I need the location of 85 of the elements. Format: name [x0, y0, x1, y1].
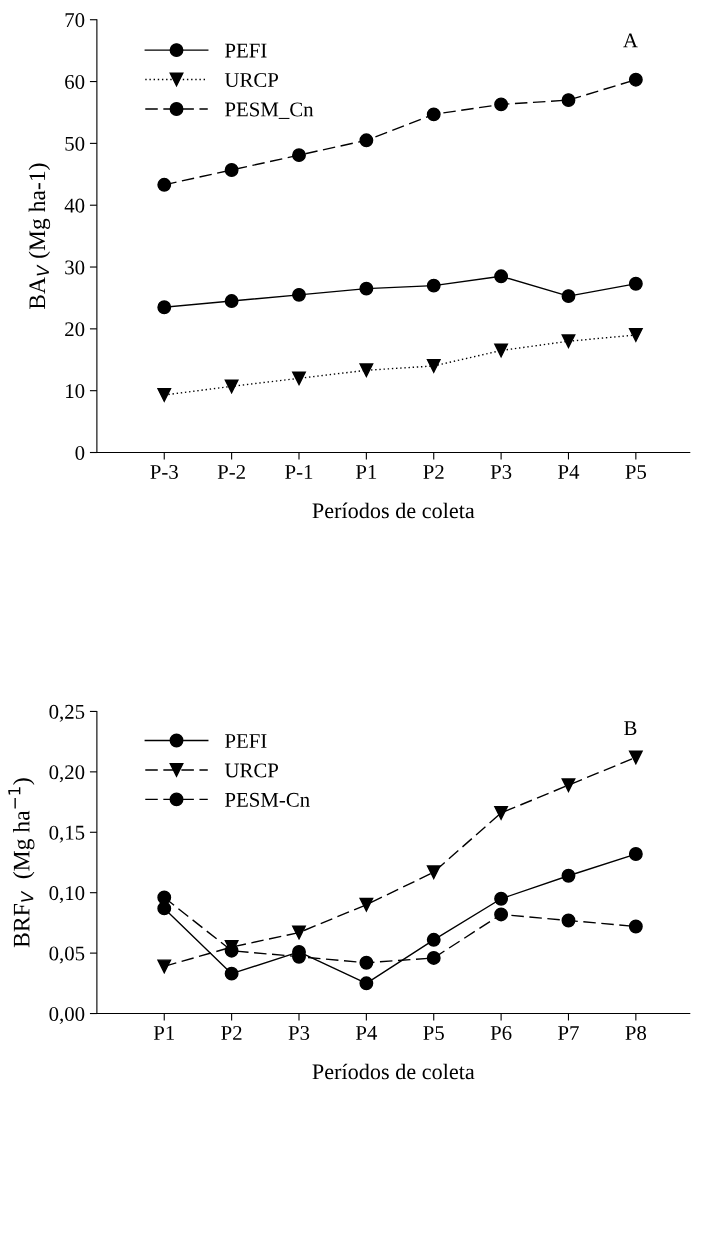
- legend-label: PESM_Cn: [225, 102, 314, 119]
- point: [157, 959, 172, 974]
- x-axis-title: Períodos de coleta: [312, 502, 475, 519]
- y-tick-label: 0,25: [49, 704, 85, 722]
- y-tick-label: 0,10: [49, 886, 85, 904]
- y-tick-label: 0,00: [49, 1006, 85, 1024]
- legend-label: PESM-Cn: [225, 792, 310, 807]
- y-tick-label: 50: [65, 136, 85, 151]
- x-axis-title: Períodos de coleta: [312, 1063, 475, 1080]
- y-tick-label: 30: [65, 260, 85, 275]
- point: [628, 750, 643, 765]
- point: [157, 901, 172, 916]
- x-tick-label: P6: [490, 1025, 512, 1040]
- y-tick-label: 0,15: [49, 825, 85, 843]
- point: [561, 93, 576, 108]
- x-tick-label: P1: [355, 465, 377, 479]
- y-axis-title: BRF$_{V}$ (Mg ha$^{−1}$): [8, 778, 35, 948]
- x-tick-label: P-1: [285, 465, 313, 479]
- point: [292, 287, 306, 302]
- y-tick-label: 20: [65, 322, 85, 337]
- point: [494, 907, 509, 922]
- point: [426, 950, 441, 965]
- point: [561, 289, 576, 304]
- point: [224, 163, 239, 177]
- point: [359, 955, 374, 970]
- y-tick-label: 0,05: [49, 946, 85, 964]
- x-tick-label: P7: [558, 1026, 579, 1040]
- point: [292, 148, 306, 163]
- point: [359, 976, 374, 991]
- point: [628, 328, 643, 342]
- point: [359, 281, 374, 296]
- x-tick-label: P-3: [150, 464, 178, 479]
- legend-label: URCP: [224, 73, 279, 88]
- x-tick-label: P3: [490, 464, 512, 479]
- legend-label: PEFI: [225, 734, 267, 748]
- annotation: A: [623, 33, 638, 48]
- point: [426, 359, 441, 373]
- y-axis-title: BA$_{V}$ (Mg ha-1): [28, 163, 51, 310]
- point: [628, 847, 643, 861]
- point: [561, 868, 576, 883]
- point: [494, 343, 509, 358]
- point: [628, 276, 643, 291]
- y-tick-label: 60: [65, 74, 85, 89]
- point: [292, 925, 306, 940]
- annotation: B: [624, 721, 637, 736]
- point: [494, 269, 509, 284]
- point: [426, 278, 441, 293]
- x-tick-label: P2: [221, 1025, 242, 1040]
- point: [426, 865, 441, 880]
- x-tick-label: P8: [625, 1025, 647, 1040]
- point: [224, 379, 239, 394]
- point: [561, 913, 576, 928]
- point: [157, 300, 172, 315]
- x-tick-label: P5: [625, 465, 647, 479]
- x-tick-label: P1: [153, 1026, 174, 1040]
- x-tick-label: P4: [355, 1026, 378, 1040]
- y-tick-label: 10: [66, 384, 85, 399]
- y-tick-label: 0: [75, 445, 85, 460]
- point: [224, 294, 239, 308]
- point: [292, 371, 306, 386]
- point: [561, 334, 576, 349]
- point: [426, 932, 441, 947]
- x-tick-label: P5: [423, 1026, 444, 1040]
- point: [628, 72, 643, 87]
- point: [561, 778, 576, 793]
- legend-label: PEFI: [225, 43, 267, 58]
- y-tick-label: 40: [64, 198, 85, 213]
- point: [157, 388, 172, 402]
- legend-label: URCP: [224, 763, 279, 778]
- point: [359, 133, 374, 148]
- point: [494, 97, 509, 112]
- point: [628, 919, 643, 934]
- x-tick-label: P3: [288, 1025, 310, 1040]
- x-tick-label: P4: [558, 465, 580, 479]
- x-tick-label: P-2: [217, 464, 245, 479]
- point: [157, 177, 172, 192]
- y-tick-label: 0,20: [49, 765, 85, 783]
- point: [224, 966, 239, 981]
- point: [494, 805, 509, 820]
- x-tick-label: P2: [423, 464, 444, 479]
- point: [494, 891, 509, 906]
- y-tick-label: 70: [65, 13, 85, 28]
- point: [359, 897, 374, 912]
- point: [426, 107, 441, 122]
- point: [359, 363, 374, 378]
